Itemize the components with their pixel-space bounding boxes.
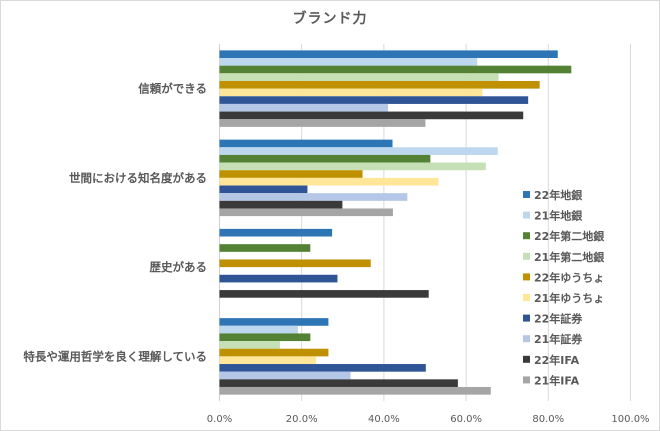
legend-swatch: [523, 294, 530, 301]
legend-swatch: [523, 376, 530, 384]
x-tick-label: 0.0%: [207, 414, 232, 425]
legend-swatch: [523, 252, 530, 260]
bar: [219, 119, 426, 127]
bar: [219, 386, 491, 395]
legend-label: 21年証券: [534, 332, 583, 346]
bar: [219, 154, 431, 163]
bar: [219, 290, 429, 298]
x-tick-label: 100.0%: [611, 414, 649, 425]
legend-label: 21年ゆうちょ: [534, 291, 604, 305]
bar: [219, 356, 317, 365]
bar: [219, 88, 483, 97]
bar: [219, 200, 343, 209]
bar: [219, 274, 338, 283]
category-label: 世間における知名度がある: [69, 171, 207, 185]
legend-label: 22年IFA: [534, 353, 580, 367]
x-tick-label: 40.0%: [368, 414, 400, 425]
legend-label: 22年証券: [534, 312, 583, 326]
x-tick-label: 80.0%: [532, 414, 564, 425]
bar: [219, 228, 333, 237]
bar: [219, 80, 540, 89]
legend-swatch: [523, 211, 530, 219]
bar: [219, 348, 329, 357]
x-tick-label: 20.0%: [286, 414, 318, 425]
bar: [219, 379, 458, 387]
legend-swatch: [523, 314, 530, 322]
category-label: 歴史がある: [150, 260, 208, 274]
bar: [219, 162, 486, 171]
legend-label: 21年第二地銀: [534, 250, 604, 264]
legend-swatch: [523, 273, 530, 281]
bar: [219, 96, 529, 104]
legend-swatch: [523, 355, 530, 363]
bar: [219, 139, 393, 148]
bar: [219, 259, 371, 268]
bar: [219, 111, 524, 120]
bar: [219, 177, 439, 186]
bar: [219, 371, 351, 380]
bar: [219, 244, 311, 252]
bar: [219, 65, 572, 74]
bar: [219, 193, 408, 201]
chart-title: ブランド力: [292, 11, 368, 27]
legend-label: 22年第二地銀: [534, 229, 604, 243]
bar: [219, 170, 363, 178]
legend-label: 21年IFA: [534, 373, 580, 387]
x-tick-label: 60.0%: [450, 414, 482, 425]
legend-swatch: [523, 191, 530, 198]
legend-swatch: [523, 335, 530, 343]
bar: [219, 147, 498, 155]
category-label: 特長や運用哲学を良く理解している: [23, 349, 207, 363]
bar: [219, 103, 389, 112]
bar: [219, 341, 280, 349]
legend-label: 22年ゆうちょ: [534, 270, 604, 284]
bar: [219, 364, 426, 372]
legend-swatch: [523, 232, 530, 240]
legend-label: 22年地銀: [534, 188, 582, 202]
category-label: 信頼ができる: [138, 82, 207, 96]
bar: [219, 318, 329, 326]
bar: [219, 58, 478, 66]
legend-label: 21年地銀: [534, 209, 582, 223]
bar: [219, 208, 393, 217]
bar: [219, 333, 311, 342]
bar: [219, 50, 558, 59]
bar: [219, 185, 308, 194]
bar: [219, 325, 299, 334]
bar: [219, 73, 499, 81]
